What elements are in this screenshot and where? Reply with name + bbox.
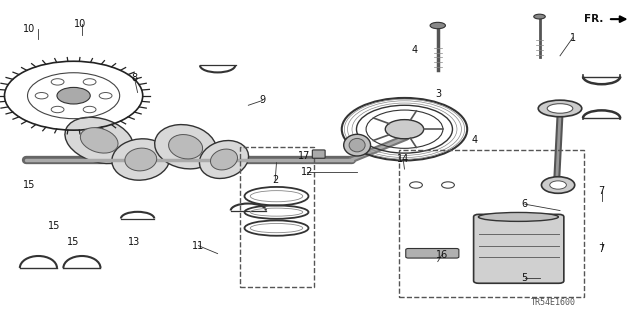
Text: 15: 15 [48, 221, 61, 232]
Ellipse shape [534, 14, 545, 19]
Text: 2: 2 [272, 175, 278, 185]
Ellipse shape [430, 22, 445, 29]
Text: 4: 4 [472, 135, 478, 145]
Text: 13: 13 [128, 237, 141, 248]
Circle shape [99, 93, 112, 99]
Circle shape [385, 120, 424, 139]
Text: 10: 10 [22, 24, 35, 34]
Circle shape [83, 79, 96, 85]
Text: 3: 3 [435, 89, 442, 99]
Circle shape [51, 79, 64, 85]
Text: 7: 7 [598, 186, 605, 197]
Text: 9: 9 [259, 95, 266, 106]
Circle shape [550, 181, 566, 189]
Text: 17: 17 [298, 151, 310, 161]
Circle shape [83, 106, 96, 113]
Circle shape [51, 106, 64, 113]
Ellipse shape [168, 135, 203, 159]
Text: 14: 14 [397, 154, 410, 165]
Circle shape [541, 177, 575, 193]
Text: 15: 15 [22, 180, 35, 190]
Ellipse shape [112, 139, 170, 180]
Ellipse shape [344, 134, 371, 156]
Ellipse shape [349, 138, 365, 152]
Ellipse shape [200, 141, 248, 178]
Text: 7: 7 [598, 244, 605, 254]
Text: 5: 5 [522, 272, 528, 283]
Text: 8: 8 [131, 73, 138, 83]
Ellipse shape [538, 100, 582, 117]
Ellipse shape [547, 104, 573, 113]
Text: 4: 4 [412, 45, 418, 56]
Ellipse shape [65, 117, 134, 164]
Circle shape [57, 87, 90, 104]
Ellipse shape [125, 148, 157, 171]
Text: FR.: FR. [584, 14, 603, 24]
Ellipse shape [479, 212, 559, 221]
Circle shape [35, 93, 48, 99]
Text: 10: 10 [74, 19, 86, 29]
FancyBboxPatch shape [406, 249, 459, 258]
Text: TR54E1600: TR54E1600 [531, 298, 576, 307]
Ellipse shape [211, 149, 237, 170]
Ellipse shape [155, 125, 216, 169]
FancyBboxPatch shape [312, 150, 325, 158]
Text: 1: 1 [570, 33, 576, 43]
Text: 16: 16 [435, 250, 448, 260]
Text: 15: 15 [67, 237, 80, 248]
Ellipse shape [81, 128, 118, 153]
FancyBboxPatch shape [474, 214, 564, 283]
Text: 11: 11 [192, 241, 205, 251]
Text: 6: 6 [522, 199, 528, 209]
Text: 12: 12 [301, 167, 314, 177]
